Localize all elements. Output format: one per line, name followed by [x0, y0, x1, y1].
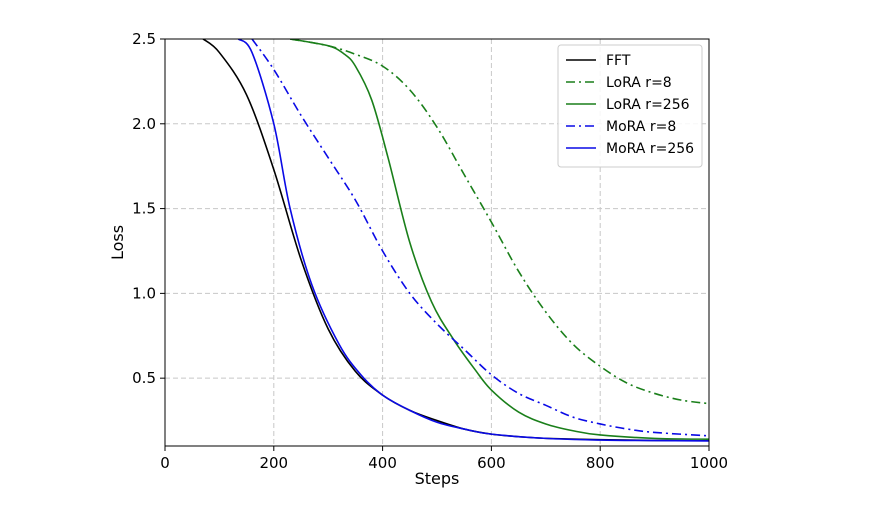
series-line-mora-r-256 [237, 39, 709, 442]
y-tick-label: 1.5 [132, 200, 156, 218]
x-tick-label: 200 [259, 454, 288, 472]
series-line-lora-r-8 [289, 39, 709, 405]
y-tick-label: 2.5 [132, 30, 156, 48]
series-layer [202, 39, 709, 442]
legend-label-mora-r-8: MoRA r=8 [606, 119, 676, 135]
legend-label-lora-r-256: LoRA r=256 [606, 97, 690, 113]
x-tick-label: 600 [477, 454, 506, 472]
y-axis-label: Loss [108, 225, 127, 260]
legend-label-mora-r-256: MoRA r=256 [606, 141, 694, 157]
x-tick-label: 1000 [690, 454, 728, 472]
y-tick-label: 1.0 [132, 284, 156, 302]
x-tick-label: 0 [160, 454, 170, 472]
x-axis-label: Steps [415, 469, 460, 488]
y-tick-label: 0.5 [132, 369, 156, 387]
y-tick-label: 2.0 [132, 115, 156, 133]
x-tick-label: 800 [586, 454, 615, 472]
ticks-layer: 0 200 400 600 800 1000 0.5 1.0 1.5 2.0 2.5 [132, 30, 728, 472]
x-tick-label: 400 [368, 454, 397, 472]
legend-label-fft: FFT [606, 53, 631, 69]
legend-label-lora-r-8: LoRA r=8 [606, 75, 672, 91]
legend: FFT LoRA r=8 LoRA r=256 MoRA r=8 MoRA r=256 [557, 44, 703, 168]
legend-box [557, 44, 703, 168]
plot-area-frame [164, 38, 710, 447]
